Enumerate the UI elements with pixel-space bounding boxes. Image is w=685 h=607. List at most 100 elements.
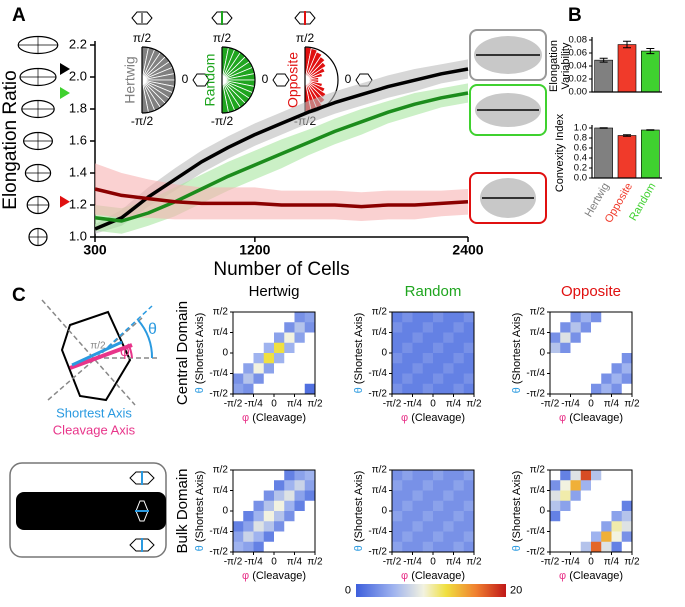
x-tick-label: 0 <box>430 557 436 568</box>
heatmap-cell <box>304 332 316 344</box>
heatmap-cell <box>453 312 465 323</box>
heatmap-cell <box>253 363 265 374</box>
x-tick-label: -π/4 <box>244 399 263 410</box>
heatmap-cell <box>611 383 623 395</box>
heatmap-cell <box>263 332 275 344</box>
heatmap-cell <box>412 373 424 385</box>
heatmap-cell <box>453 521 465 532</box>
y-axis-label: Elongation <box>548 40 560 92</box>
rose-sector <box>304 72 323 81</box>
y-tick-label: π/2 <box>213 307 229 318</box>
heatmap-cell <box>392 363 403 374</box>
x-tick-label: -π/4 <box>403 399 422 410</box>
heatmap-cell <box>263 480 275 491</box>
heatmap-cell <box>580 312 592 323</box>
heatmap-cell <box>570 353 582 364</box>
heatmap-cell <box>233 541 244 553</box>
heatmap-cell <box>294 312 306 323</box>
y-axis-label: θ (Shortest Axis) <box>353 313 365 394</box>
heatmap-cell <box>601 521 612 532</box>
heatmap-cell <box>453 480 465 491</box>
heatmap-cell <box>443 490 454 502</box>
rose-name: Opposite <box>285 52 301 108</box>
x-tick-label: -π/2 <box>224 557 243 568</box>
heatmap-cell <box>443 383 454 395</box>
heatmap-cell <box>284 383 295 395</box>
heatmap-cell <box>570 470 582 481</box>
x-tick-label: -π/2 <box>541 399 560 410</box>
heatmap-cell <box>621 470 633 481</box>
x-tick-label: 0 <box>271 399 277 410</box>
heatmap-cell <box>433 511 444 522</box>
y-tick-label: -π/4 <box>368 526 387 537</box>
x-label-symbol: φ <box>401 412 408 424</box>
heatmap-cell <box>284 490 295 502</box>
heatmap-cell <box>580 490 592 502</box>
heatmap-cell <box>453 322 465 333</box>
heatmap-cell <box>263 353 275 364</box>
heatmap-cell <box>591 511 602 522</box>
heatmap-cell <box>433 531 444 543</box>
heatmap-cell <box>443 480 454 491</box>
heatmap-cell <box>422 363 434 374</box>
heatmap-cell <box>611 541 623 553</box>
heatmap-cell <box>433 312 444 323</box>
heatmap-cell <box>591 373 602 385</box>
heatmap-cell <box>443 541 454 553</box>
heatmap-cell <box>263 521 275 532</box>
heatmap-cell <box>621 373 633 385</box>
heatmap-cell <box>294 480 306 491</box>
heatmap-cell <box>392 541 403 553</box>
heatmap-cell <box>422 521 434 532</box>
heatmap-cell <box>422 531 434 543</box>
heatmap-cell <box>253 353 265 364</box>
heatmap-cell <box>591 322 602 333</box>
y-tick-label: π/4 <box>372 327 388 338</box>
heatmap-cell <box>550 511 561 522</box>
series-line <box>94 187 469 209</box>
heatmap-cell <box>253 511 265 522</box>
y-tick-label: -π/4 <box>209 526 228 537</box>
heatmap-cell <box>601 332 612 344</box>
heatmap-cell <box>263 500 275 512</box>
y-tick-label: 0 <box>539 506 545 517</box>
heatmap-cell <box>304 470 316 481</box>
heatmap-cell <box>601 373 612 385</box>
heatmap-cell <box>304 312 316 323</box>
heatmap-cell <box>412 541 424 553</box>
x-label-symbol: φ <box>401 570 408 582</box>
heatmap-cell <box>601 363 612 374</box>
right-angle-label: π/2 <box>90 341 106 352</box>
y-tick-label: 0 <box>539 348 545 359</box>
heatmap-cell <box>601 531 612 543</box>
heatmap-cell <box>294 531 306 543</box>
heatmap-cell <box>253 383 265 395</box>
heatmap-cell <box>294 470 306 481</box>
heatmap-cell <box>621 353 633 364</box>
heatmap-cell <box>463 312 475 323</box>
heatmap-cell <box>243 500 254 512</box>
heatmap-cell <box>233 490 244 502</box>
x-axis-label: φ (Cleavage) <box>559 412 623 424</box>
rose-name: Random <box>202 54 218 107</box>
heatmap-cell <box>412 521 424 532</box>
end-marker <box>60 195 70 208</box>
y-tick-label: 1.0 <box>574 123 587 134</box>
y-tick-label: π/2 <box>213 465 229 476</box>
y-tick-label: -π/4 <box>526 526 545 537</box>
heatmap-cell <box>443 353 454 364</box>
heatmap-cell <box>591 332 602 344</box>
heatmap-cell <box>463 541 475 553</box>
heatmap-cell <box>580 500 592 512</box>
heatmap-cell <box>412 480 424 491</box>
heatmap-cell <box>253 490 265 502</box>
heatmap-cell <box>422 332 434 344</box>
dashed-axis <box>41 299 136 406</box>
heatmap-cell <box>243 312 254 323</box>
heatmap-cell <box>611 363 623 374</box>
error-bar <box>599 127 608 129</box>
x-tick-label: π/4 <box>446 557 462 568</box>
heatmap-cell <box>304 531 316 543</box>
heatmap-cell <box>422 541 434 553</box>
heatmap-cell <box>591 541 602 553</box>
